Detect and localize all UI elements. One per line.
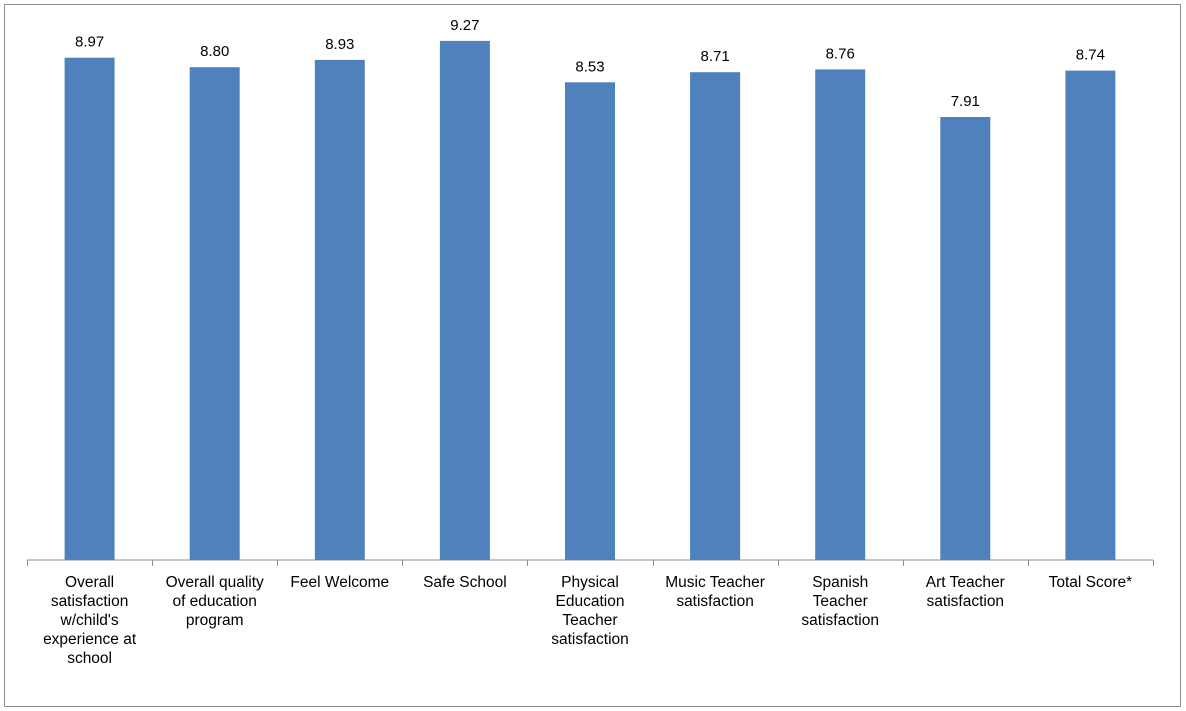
bar [189,67,240,560]
x-tick-label: Physical Education Teacher satisfaction [551,574,629,648]
bar [565,82,615,561]
x-tick-label: Overall quality of education program [166,574,264,629]
bar [314,59,365,561]
bar-value-label: 9.27 [450,17,479,34]
bar [439,40,490,560]
x-tick-label: Total Score* [1049,574,1133,591]
bar-value-label: 8.74 [1076,47,1105,64]
bar [690,72,741,560]
bar-value-label: 8.80 [200,43,229,60]
bar-value-label: 7.91 [951,93,980,110]
bar [64,57,115,560]
x-tick-label: Spanish Teacher satisfaction [801,574,879,629]
x-tick-label: Feel Welcome [290,574,389,591]
bar [815,69,866,561]
x-tick-label: Music Teacher satisfaction [665,574,765,610]
bar-value-label: 8.97 [75,34,104,51]
x-tick-label: Safe School [423,574,507,591]
bar-value-label: 8.71 [700,48,729,65]
bar-value-label: 8.93 [325,36,354,53]
bar-value-label: 8.53 [575,58,604,75]
x-tick-label: Art Teacher satisfaction [926,574,1005,610]
bar [940,117,991,560]
x-tick-label: Overall satisfaction w/child's experience a… [43,574,137,667]
bar [1065,70,1116,560]
bar-value-label: 8.76 [826,45,855,62]
